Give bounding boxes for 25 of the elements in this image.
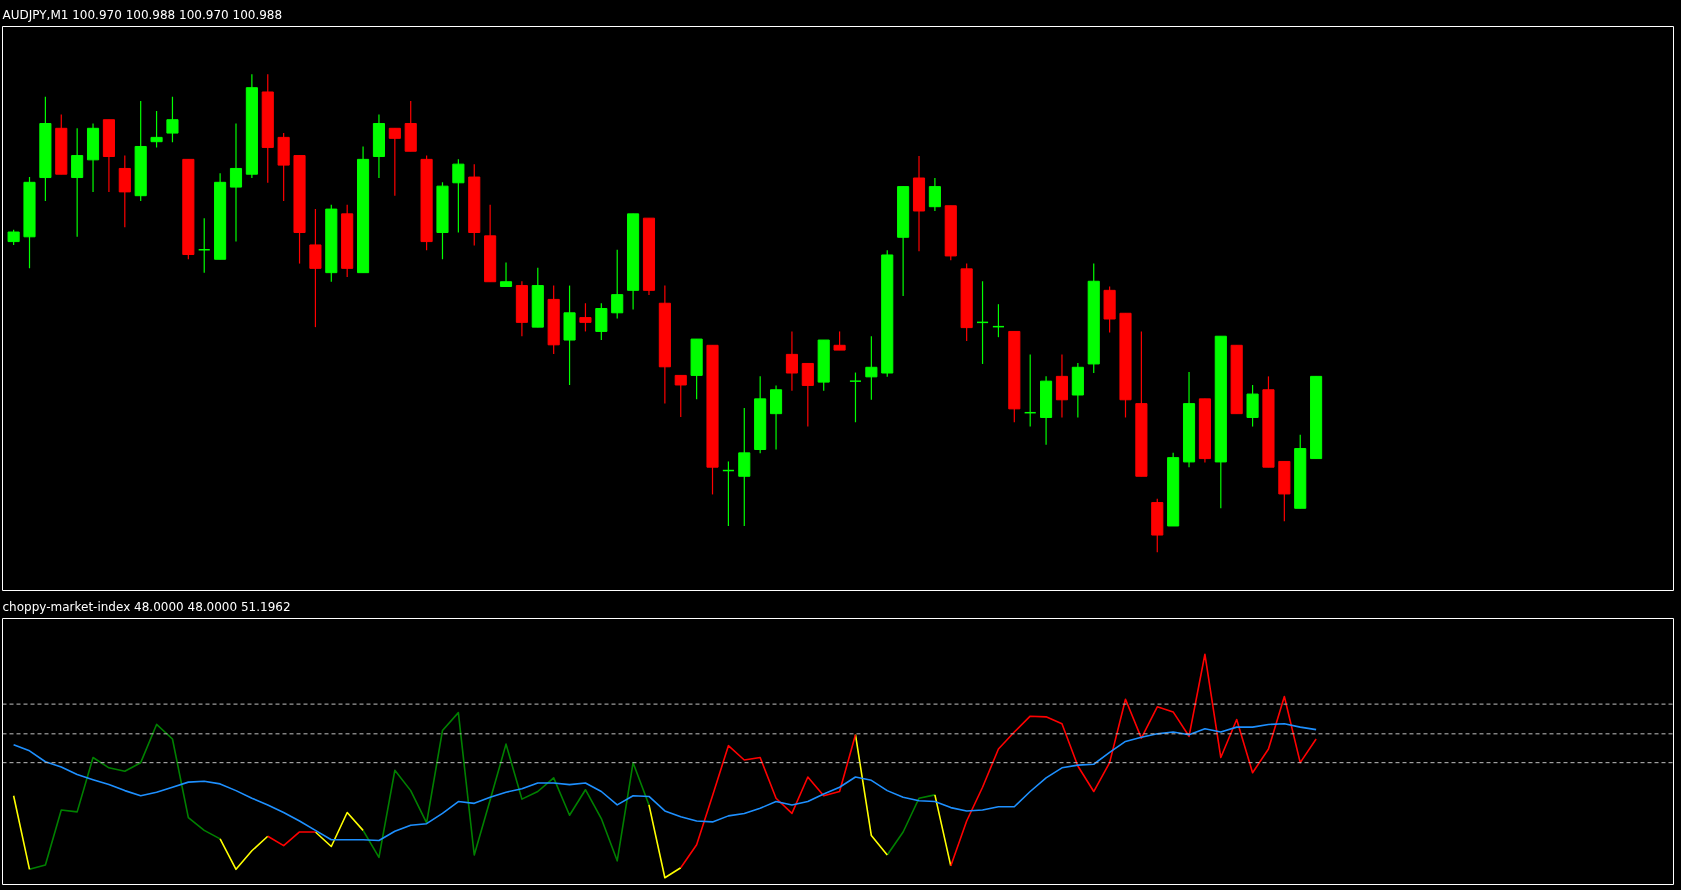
- candlestick: [833, 330, 846, 351]
- candlestick: [166, 96, 179, 143]
- candlestick: [309, 208, 322, 328]
- chart-title: AUDJPY,M1 100.970 100.988 100.970 100.988: [2, 7, 283, 22]
- candlestick: [1246, 384, 1259, 428]
- candlestick: [785, 330, 798, 392]
- candlestick: [150, 110, 163, 149]
- candlestick: [229, 122, 243, 243]
- candlestick: [452, 158, 465, 234]
- candlestick: [499, 262, 513, 288]
- candlestick: [595, 302, 608, 341]
- candlestick: [1055, 353, 1069, 419]
- candlestick: [928, 177, 941, 212]
- candlestick: [865, 335, 878, 401]
- candlestick: [769, 384, 783, 451]
- candlestick: [71, 127, 84, 238]
- candlestick: [579, 302, 592, 333]
- chart-title: choppy-market-index 48.0000 48.0000 51.1962: [2, 599, 291, 614]
- candlestick: [388, 127, 401, 197]
- candlestick: [118, 154, 131, 228]
- candlestick: [801, 362, 814, 428]
- candlestick: [738, 407, 751, 527]
- candlestick: [674, 374, 687, 418]
- candlestick: [849, 371, 862, 423]
- candlestick: [611, 249, 624, 320]
